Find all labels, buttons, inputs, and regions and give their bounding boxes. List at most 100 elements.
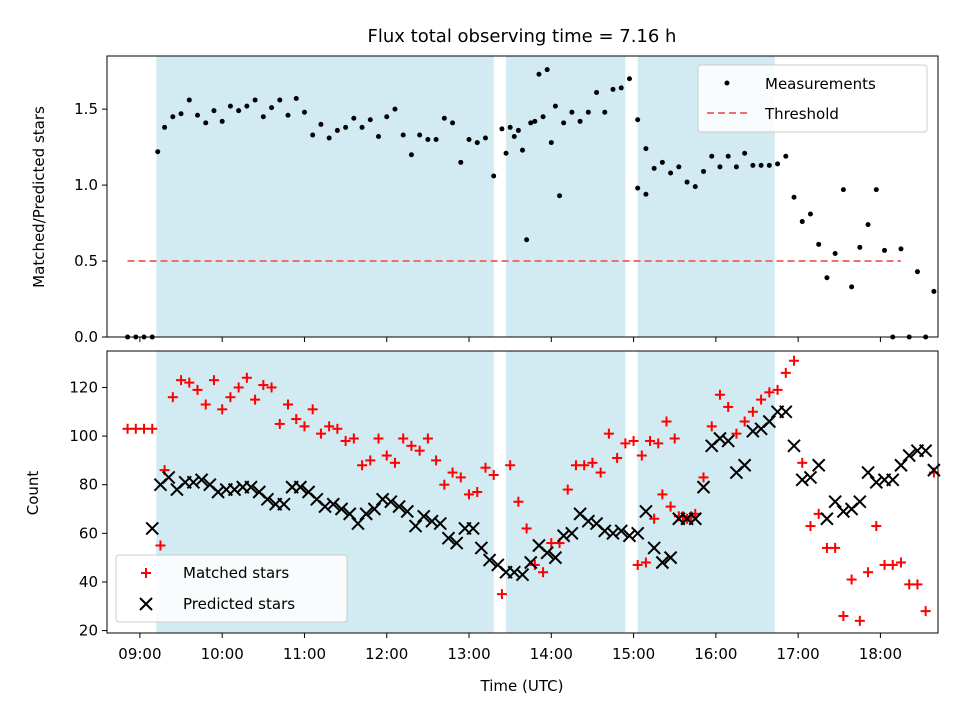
bottom-y-tick-label: 80: [79, 476, 98, 494]
x-tick-label: 18:00: [859, 645, 902, 663]
matched-star-point: [805, 521, 816, 532]
measurement-point: [766, 162, 772, 168]
measurement-point: [882, 247, 888, 253]
matched-star-point: [632, 559, 643, 570]
predicted-star-stroke-b: [894, 458, 908, 472]
measurement-point: [450, 120, 456, 126]
measurement-point: [742, 150, 748, 156]
measurement-point: [195, 112, 201, 118]
predicted-star-stroke-b: [449, 536, 464, 550]
matched-star-point: [447, 467, 458, 478]
matched-star-point: [233, 382, 244, 393]
measurement-point: [552, 103, 558, 109]
predicted-star-point: [861, 465, 875, 480]
predicted-star-point: [614, 524, 628, 538]
predicted-star-stroke-b: [630, 526, 645, 541]
measurement-point: [244, 103, 250, 109]
matched-star-point: [274, 418, 285, 429]
predicted-star-stroke-b: [244, 480, 258, 494]
predicted-star-point: [425, 514, 439, 528]
measurement-point: [252, 97, 258, 103]
predicted-star-stroke-b: [556, 529, 571, 543]
predicted-star-stroke-b: [441, 531, 456, 545]
measurement-point: [482, 135, 488, 141]
x-tick-label: 12:00: [365, 645, 408, 663]
matched-star-point: [764, 387, 775, 398]
measurement-point: [692, 184, 698, 190]
matched-star-point: [225, 392, 236, 403]
measurement-point: [561, 120, 567, 126]
predicted-star-point: [449, 536, 464, 550]
bottom-y-tick-label: 100: [69, 427, 98, 445]
predicted-star-point: [186, 475, 201, 489]
matched-star-point: [665, 501, 676, 512]
predicted-star-stroke-b: [647, 541, 661, 555]
predicted-star-stroke-b: [334, 502, 349, 516]
predicted-star-stroke-b: [540, 546, 554, 560]
matched-star-point: [640, 557, 651, 568]
predicted-star-point: [630, 526, 645, 541]
predicted-star-stroke-b: [614, 524, 628, 538]
predicted-star-stroke-b: [425, 514, 439, 528]
measurement-point: [532, 118, 538, 124]
predicted-star-stroke-b: [301, 485, 316, 499]
predicted-star-stroke-b: [811, 458, 826, 472]
measurement-point: [931, 288, 937, 294]
predicted-star-point: [466, 521, 480, 536]
measurement-point: [343, 124, 349, 130]
top-legend-box: [697, 64, 928, 133]
bottom-panel: 20 40 60 80 100 120 09:00 10:00 11:00 12:00 13:00 1…: [24, 350, 941, 695]
measurement-point: [277, 97, 283, 103]
measurement-point: [392, 106, 398, 112]
bottom-observing-window: [637, 351, 775, 633]
matched-star-point: [603, 428, 614, 439]
measurement-point: [898, 246, 904, 252]
predicted-star-point: [392, 499, 406, 514]
matched-star-point: [357, 460, 368, 471]
bottom-legend-box: [115, 554, 348, 623]
legend-predicted-label: Predicted stars: [183, 595, 295, 613]
predicted-star-stroke-b: [746, 424, 760, 438]
predicted-star-stroke-b: [400, 504, 415, 519]
predicted-star-stroke-b: [721, 434, 735, 448]
predicted-star-stroke-b: [145, 521, 159, 536]
predicted-star-stroke-b: [186, 475, 201, 489]
measurement-point: [503, 150, 509, 156]
predicted-stars-points: [145, 405, 941, 582]
matched-star-point: [649, 513, 660, 524]
matched-star-point: [653, 438, 664, 449]
measurement-point: [610, 86, 616, 92]
matched-star-point: [612, 452, 623, 463]
top-panel: 0.0 0.5 1.0 1.5 Matched/Predicted stars Mea…: [30, 55, 939, 346]
predicted-star-point: [540, 546, 554, 560]
measurement-point: [155, 149, 161, 155]
matched-star-point: [529, 559, 540, 570]
matched-star-point: [208, 375, 219, 386]
matched-star-point: [698, 472, 709, 483]
predicted-star-point: [713, 431, 727, 446]
legend-threshold-label: Threshold: [764, 105, 839, 123]
predicted-star-stroke-b: [417, 509, 431, 524]
predicted-star-stroke-b: [515, 567, 530, 582]
predicted-star-point: [400, 504, 415, 519]
predicted-star-point: [343, 507, 357, 521]
x-tick-label: 13:00: [447, 645, 490, 663]
matched-star-point: [373, 433, 384, 444]
top-observing-windows: [156, 56, 775, 337]
matched-star-point: [628, 435, 639, 446]
predicted-star-point: [417, 509, 431, 524]
predicted-star-stroke-b: [318, 499, 332, 514]
bottom-y-tick-label: 60: [79, 524, 98, 542]
matched-star-point: [579, 460, 590, 471]
matched-star-point: [291, 414, 302, 425]
measurement-point: [717, 164, 723, 170]
predicted-star-stroke-b: [375, 492, 390, 507]
matched-star-point: [797, 457, 808, 468]
measurement-point: [635, 185, 641, 191]
matched-star-point: [521, 523, 532, 534]
predicted-star-point: [293, 480, 308, 494]
predicted-star-stroke-b: [482, 553, 497, 567]
predicted-star-point: [598, 524, 612, 538]
matched-star-point: [714, 389, 725, 400]
